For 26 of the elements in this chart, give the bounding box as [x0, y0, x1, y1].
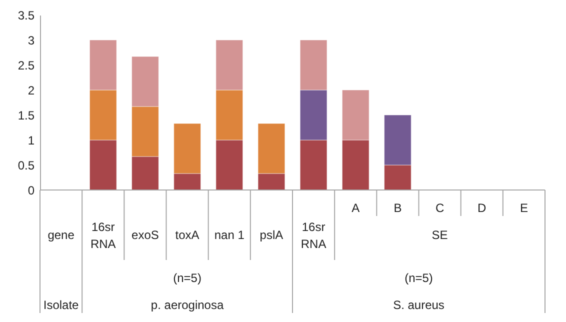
text: (n=5)	[173, 271, 202, 285]
x-tick-label: C	[435, 201, 444, 215]
x-tick-label: 16sr RNA	[300, 220, 326, 251]
x-tick-label: E	[520, 201, 528, 215]
x-tick-label: exoS	[132, 228, 159, 242]
y-tick-label: 2.5	[18, 58, 35, 72]
y-tick-label: 0	[28, 184, 35, 198]
text: (n=5)	[404, 271, 433, 285]
x-tick-label: A	[352, 201, 360, 215]
x-tick-label: D	[478, 201, 487, 215]
y-tick-label: 2	[28, 84, 35, 98]
x-tick-label: nan 1	[214, 228, 245, 242]
text: SE	[432, 228, 448, 242]
y-tick-label: 0.5	[18, 158, 35, 172]
x-tick-label: gene	[48, 228, 75, 242]
y-tick-label: 3	[28, 34, 35, 48]
x-tick-label: pslA	[260, 228, 284, 242]
y-tick-label: 1	[28, 134, 35, 148]
y-tick-label: 1.5	[18, 108, 35, 122]
x-tick-label: B	[394, 201, 402, 215]
text: S. aureus	[393, 298, 444, 312]
x-tick-label: toxA	[175, 228, 200, 242]
text: Isolate	[43, 298, 80, 312]
text: p. aeroginosa	[150, 298, 224, 312]
y-tick-label: 3.5	[18, 8, 35, 22]
x-tick-label: 16sr RNA	[90, 220, 116, 251]
